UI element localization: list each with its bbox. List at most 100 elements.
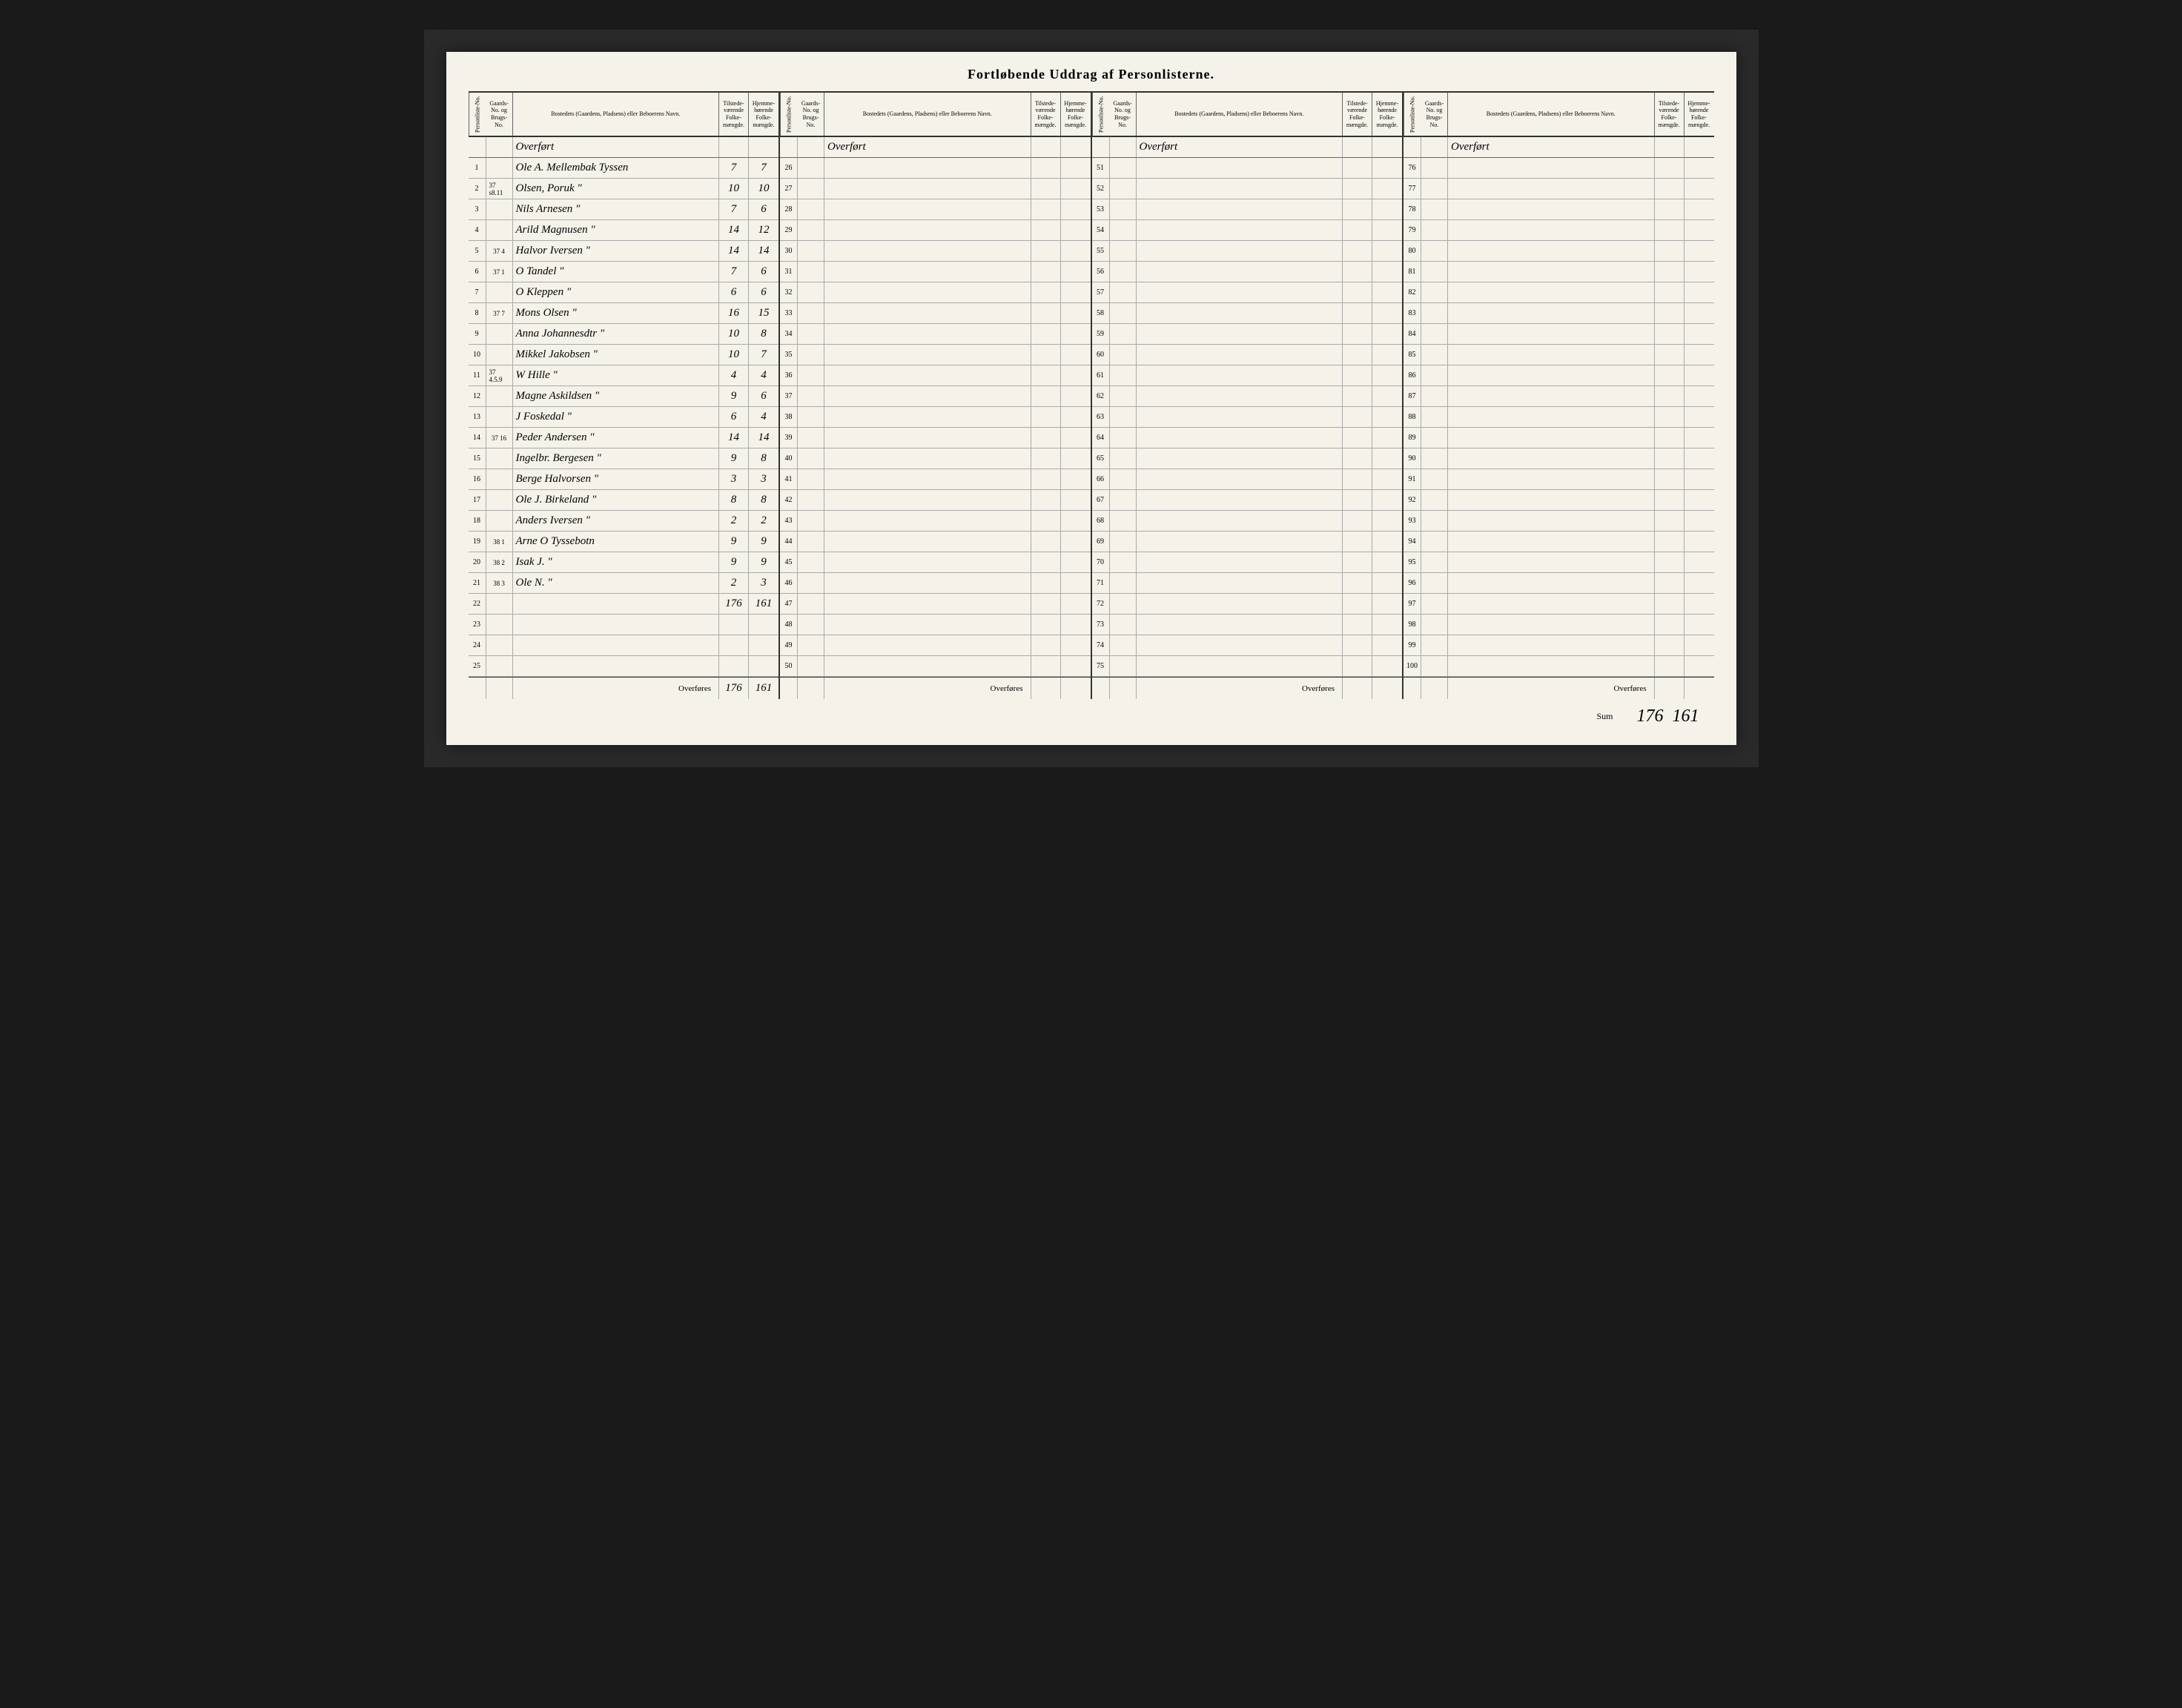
block-header: Personliste-No.Gaards-No. og Brugs-No.Bo… (780, 93, 1091, 137)
row-folk-home: 4 (749, 365, 778, 385)
row-folk-home (1685, 365, 1714, 385)
row-num: 16 (469, 469, 486, 489)
table-row: 63 (1092, 407, 1403, 428)
row-num: 98 (1404, 615, 1421, 635)
page-title: Fortløbende Uddrag af Personlisterne. (469, 67, 1714, 82)
row-folk-home (1372, 407, 1402, 427)
row-folk-home: 6 (749, 282, 778, 302)
row-folk-present: 7 (719, 262, 749, 282)
row-folk-home (1372, 552, 1402, 572)
row-folk-home (1061, 179, 1091, 199)
row-gard (798, 615, 824, 635)
row-folk-present (1343, 635, 1372, 655)
row-name (1137, 635, 1343, 655)
ledger-block: Personliste-No.Gaards-No. og Brugs-No.Bo… (1404, 93, 1714, 699)
row-name (824, 469, 1031, 489)
row-folk-present (1655, 656, 1685, 676)
row-gard: 37 7 (486, 303, 513, 323)
row-gard (798, 448, 824, 469)
row-folk-home (1372, 635, 1402, 655)
row-folk-home (1372, 532, 1402, 552)
row-name (1448, 573, 1655, 593)
row-gard (1421, 345, 1448, 365)
row-gard (798, 179, 824, 199)
row-folk-home (1061, 282, 1091, 302)
footer-folk-present (1031, 678, 1061, 699)
row-name (513, 635, 720, 655)
row-name (824, 158, 1031, 178)
row-folk-present (1655, 324, 1685, 344)
overfores-label: Overføres (513, 678, 720, 699)
table-row: 93 (1404, 511, 1714, 532)
row-folk-home (1685, 199, 1714, 219)
row-folk-home (1372, 365, 1402, 385)
row-gard (1110, 324, 1137, 344)
table-row: 57 (1092, 282, 1403, 303)
row-name (1137, 220, 1343, 240)
header-gard: Gaards-No. og Brugs-No. (798, 93, 824, 136)
row-gard (1110, 656, 1137, 676)
table-row: 62 (1092, 386, 1403, 407)
row-folk-home: 2 (749, 511, 778, 531)
header-folk-home: Hjemme-hørende Folke-mængde. (749, 93, 778, 136)
row-folk-home (1685, 573, 1714, 593)
row-folk-home (749, 656, 778, 676)
row-folk-home (1061, 594, 1091, 614)
footer-folk-home (1372, 678, 1402, 699)
row-gard (1421, 448, 1448, 469)
header-num: Personliste-No. (1404, 93, 1421, 136)
row-folk-home (1372, 241, 1402, 261)
table-row: 72 (1092, 594, 1403, 615)
row-folk-home (1685, 448, 1714, 469)
row-gard (1110, 179, 1137, 199)
row-name (1448, 282, 1655, 302)
row-num: 31 (780, 262, 798, 282)
row-gard (1421, 635, 1448, 655)
ledger-block: Personliste-No.Gaards-No. og Brugs-No.Bo… (469, 93, 781, 699)
block-header: Personliste-No.Gaards-No. og Brugs-No.Bo… (469, 93, 779, 137)
ledger-block: Personliste-No.Gaards-No. og Brugs-No.Bo… (780, 93, 1092, 699)
row-gard (798, 345, 824, 365)
header-name: Bostedets (Gaardens, Pladsens) eller Beb… (513, 93, 720, 136)
overfort-row: Overført (469, 137, 779, 158)
row-folk-present (1343, 324, 1372, 344)
block-header: Personliste-No.Gaards-No. og Brugs-No.Bo… (1404, 93, 1714, 137)
row-name: W Hille " (513, 365, 720, 385)
row-gard (1110, 573, 1137, 593)
row-folk-present (1031, 345, 1061, 365)
row-folk-home: 15 (749, 303, 778, 323)
row-folk-home: 8 (749, 324, 778, 344)
row-gard (798, 635, 824, 655)
footer-folk-home (1061, 678, 1091, 699)
row-name (824, 428, 1031, 448)
row-gard (1110, 511, 1137, 531)
row-gard (486, 490, 513, 510)
row-folk-home (1685, 635, 1714, 655)
row-gard (486, 220, 513, 240)
row-num: 68 (1092, 511, 1110, 531)
row-gard (486, 282, 513, 302)
row-num: 20 (469, 552, 486, 572)
row-folk-present (1343, 303, 1372, 323)
row-folk-present (1343, 386, 1372, 406)
row-num: 91 (1404, 469, 1421, 489)
row-gard (1110, 386, 1137, 406)
row-folk-present (1031, 594, 1061, 614)
row-folk-present (1655, 199, 1685, 219)
row-num: 36 (780, 365, 798, 385)
row-num: 37 (780, 386, 798, 406)
table-row: 42 (780, 490, 1091, 511)
table-row: 87 (1404, 386, 1714, 407)
row-num: 99 (1404, 635, 1421, 655)
row-folk-present (1031, 220, 1061, 240)
row-gard (1421, 511, 1448, 531)
overfores-row: Overføres (1092, 677, 1403, 699)
row-gard: 37 4.5.9 (486, 365, 513, 385)
row-folk-home: 7 (749, 345, 778, 365)
overfort-row: Overført (780, 137, 1091, 158)
table-row: 65 (1092, 448, 1403, 469)
row-folk-home: 6 (749, 199, 778, 219)
row-gard (1110, 262, 1137, 282)
row-name (1448, 615, 1655, 635)
row-folk-home (1685, 532, 1714, 552)
